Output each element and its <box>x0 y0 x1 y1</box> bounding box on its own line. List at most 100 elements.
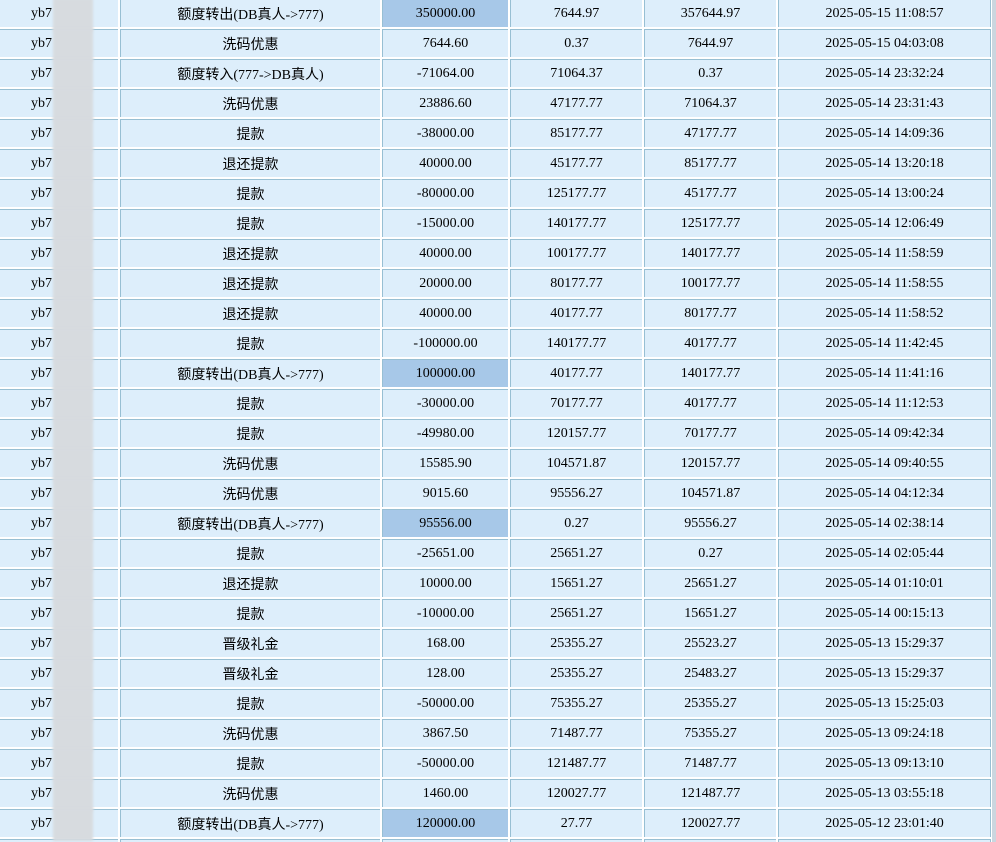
balance-after-cell: 120157.77 <box>644 449 776 477</box>
balance-before-cell <box>510 839 642 842</box>
balance-after-cell: 71487.77 <box>644 749 776 777</box>
transaction-time-cell: 2025-05-14 14:09:36 <box>778 119 991 147</box>
redaction-blur <box>53 688 93 721</box>
username-text: yb7 <box>31 665 52 681</box>
table-row: yb7 提款 -15000.00 140177.77 125177.77 2025-05-… <box>0 208 991 241</box>
amount-cell: 15585.90 <box>382 449 508 477</box>
table-row: yb7 退还提款 40000.00 100177.77 140177.77 2025-05… <box>0 238 991 271</box>
balance-before-cell: 71487.77 <box>510 719 642 747</box>
amount-cell: -71064.00 <box>382 59 508 87</box>
username-text: yb7 <box>31 35 52 51</box>
transaction-type-cell: 洗码优惠 <box>120 89 380 117</box>
username-text: yb7 <box>31 455 52 471</box>
redaction-blur <box>53 178 93 211</box>
amount-cell: 9015.60 <box>382 479 508 507</box>
username-text: yb7 <box>31 275 52 291</box>
balance-before-cell: 100177.77 <box>510 239 642 267</box>
username-cell: yb7 <box>0 238 118 271</box>
username-cell: yb7 <box>0 628 118 661</box>
table-row: yb7 提款 -30000.00 70177.77 40177.77 2025-05-14… <box>0 388 991 421</box>
transaction-type-cell: 晋级礼金 <box>120 629 380 657</box>
transaction-time-cell: 2025-05-14 11:42:45 <box>778 329 991 357</box>
username-cell: yb7 <box>0 148 118 181</box>
redaction-blur <box>53 298 93 331</box>
balance-after-cell: 25523.27 <box>644 629 776 657</box>
transaction-time-cell: 2025-05-14 23:31:43 <box>778 89 991 117</box>
redaction-blur <box>53 328 93 361</box>
redaction-blur <box>53 238 93 271</box>
transaction-type-cell: 提款 <box>120 419 380 447</box>
table-row: yb7 洗码优惠 7644.60 0.37 7644.97 2025-05-15 04:0… <box>0 28 991 61</box>
balance-before-cell: 25651.27 <box>510 599 642 627</box>
transaction-time-cell: 2025-05-14 13:20:18 <box>778 149 991 177</box>
transaction-time-cell: 2025-05-14 11:58:59 <box>778 239 991 267</box>
transaction-time-cell: 2025-05-14 01:10:01 <box>778 569 991 597</box>
table-row: yb7 晋级礼金 128.00 25355.27 25483.27 2025-05-13 … <box>0 658 991 691</box>
transaction-type-cell: 额度转出(DB真人->777) <box>120 0 380 27</box>
table-row: yb7 额度转出(DB真人->777) 350000.00 7644.97 357644… <box>0 0 991 31</box>
balance-after-cell: 71064.37 <box>644 89 776 117</box>
table-row: yb7 额度转出(DB真人->777) 120000.00 27.77 120027.7… <box>0 808 991 841</box>
username-cell: yb7 <box>0 778 118 811</box>
amount-cell: 7644.60 <box>382 29 508 57</box>
transaction-type-cell: 提款 <box>120 329 380 357</box>
balance-after-cell: 104571.87 <box>644 479 776 507</box>
transaction-time-cell: 2025-05-13 09:24:18 <box>778 719 991 747</box>
transaction-time-cell: 2025-05-15 11:08:57 <box>778 0 991 27</box>
username-cell: yb7 <box>0 358 118 391</box>
table-row: yb7 提款 -100000.00 140177.77 40177.77 2025-05-… <box>0 328 991 361</box>
redaction-blur <box>53 148 93 181</box>
redaction-blur <box>53 538 93 571</box>
amount-cell: 20000.00 <box>382 269 508 297</box>
table-row: yb7 额度转入(777->DB真人) -71064.00 71064.37 0.37 2… <box>0 58 991 91</box>
scrollbar-track[interactable] <box>992 0 996 842</box>
amount-cell: 95556.00 <box>382 509 508 537</box>
amount-cell: -50000.00 <box>382 749 508 777</box>
redaction-blur <box>53 598 93 631</box>
transaction-time-cell: 2025-05-15 04:03:08 <box>778 29 991 57</box>
balance-before-cell: 0.37 <box>510 29 642 57</box>
username-text: yb7 <box>31 725 52 741</box>
table-row: yb7 提款 -10000.00 25651.27 15651.27 2025-05-14… <box>0 598 991 631</box>
table-row: yb7 退还提款 10000.00 15651.27 25651.27 2025-05-1… <box>0 568 991 601</box>
transaction-time-cell: 2025-05-14 11:58:52 <box>778 299 991 327</box>
transaction-type-cell: 洗码优惠 <box>120 449 380 477</box>
transaction-time-cell <box>778 839 991 842</box>
transaction-time-cell: 2025-05-12 23:01:40 <box>778 809 991 837</box>
username-cell: yb7 <box>0 208 118 241</box>
redaction-blur <box>53 58 93 91</box>
balance-before-cell: 25355.27 <box>510 629 642 657</box>
username-cell: yb7 <box>0 718 118 751</box>
balance-after-cell: 121487.77 <box>644 779 776 807</box>
table-row: yb7 洗码优惠 23886.60 47177.77 71064.37 2025-05-1… <box>0 88 991 121</box>
table-row: yb7 提款 -80000.00 125177.77 45177.77 2025-05-1… <box>0 178 991 211</box>
table-row: yb7 提款 -25651.00 25651.27 0.27 2025-05-14 02:… <box>0 538 991 571</box>
redaction-blur <box>53 358 93 391</box>
username-cell: yb7 <box>0 268 118 301</box>
username-cell: yb7 <box>0 568 118 601</box>
transaction-time-cell: 2025-05-13 15:29:37 <box>778 659 991 687</box>
username-cell: yb7 <box>0 88 118 121</box>
username-cell: yb7 <box>0 508 118 541</box>
balance-after-cell: 0.27 <box>644 539 776 567</box>
amount-cell: 40000.00 <box>382 299 508 327</box>
username-text: yb7 <box>31 335 52 351</box>
balance-after-cell: 25651.27 <box>644 569 776 597</box>
transaction-time-cell: 2025-05-14 12:06:49 <box>778 209 991 237</box>
username-cell: yb7 <box>0 808 118 841</box>
redaction-blur <box>53 808 93 841</box>
balance-before-cell: 25651.27 <box>510 539 642 567</box>
username-text: yb7 <box>31 215 52 231</box>
transaction-type-cell: 洗码优惠 <box>120 779 380 807</box>
balance-after-cell: 7644.97 <box>644 29 776 57</box>
username-text: yb7 <box>31 155 52 171</box>
balance-before-cell: 140177.77 <box>510 209 642 237</box>
balance-before-cell: 120027.77 <box>510 779 642 807</box>
balance-after-cell: 80177.77 <box>644 299 776 327</box>
username-text: yb7 <box>31 245 52 261</box>
redaction-blur <box>53 388 93 421</box>
username-text: yb7 <box>31 185 52 201</box>
